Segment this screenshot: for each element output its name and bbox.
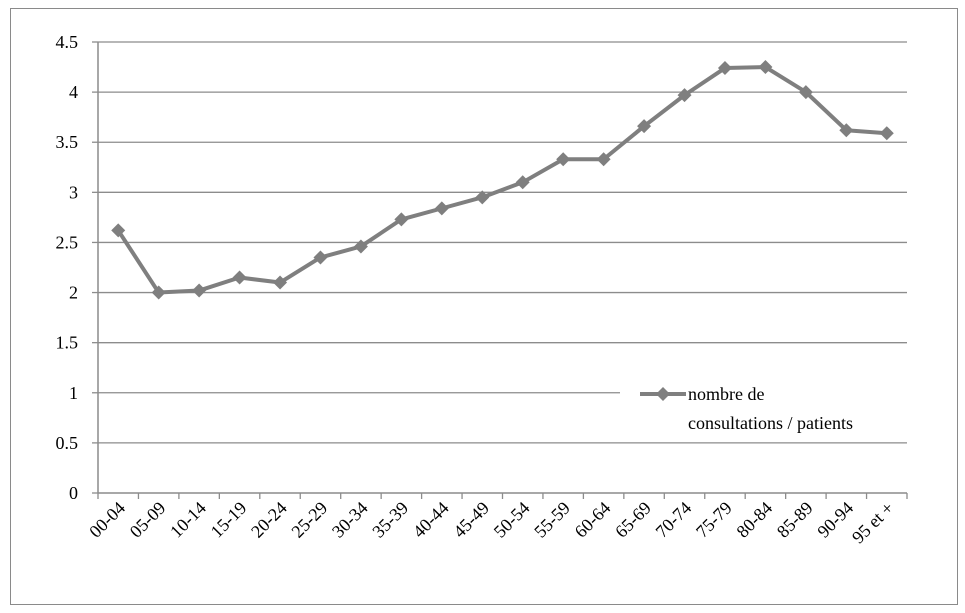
x-tick-label: 50-54	[490, 498, 534, 542]
data-point-marker	[192, 283, 207, 298]
y-tick-label: 1.5	[56, 333, 79, 353]
legend-label-line-2: consultations / patients	[688, 413, 853, 433]
legend-marker-icon	[656, 387, 670, 401]
data-point-marker	[879, 126, 894, 141]
y-tick-label: 0	[69, 483, 78, 503]
x-tick-label: 55-59	[530, 498, 574, 542]
x-tick-label: 20-24	[247, 498, 291, 542]
legend: nombre de consultations / patients	[620, 372, 910, 442]
x-tick-label: 35-39	[368, 498, 412, 542]
data-point-marker	[798, 85, 813, 100]
x-tick-label: 65-69	[611, 498, 655, 542]
gridlines	[98, 41, 907, 444]
data-point-marker	[313, 250, 328, 265]
x-tick-labels: 00-0405-0910-1415-1920-2425-2930-3435-39…	[85, 498, 897, 548]
x-tick-label: 80-84	[732, 498, 776, 542]
data-point-marker	[353, 239, 368, 254]
data-point-marker	[839, 123, 854, 138]
x-tick-label: 60-64	[571, 498, 615, 542]
x-tick-label: 15-19	[207, 498, 251, 542]
y-tick-label: 3	[69, 182, 78, 202]
x-tick-label: 30-34	[328, 498, 372, 542]
y-tick-label: 3.5	[56, 132, 79, 152]
legend-label-line-1: nombre de	[688, 384, 764, 404]
series-group	[111, 60, 894, 300]
chart-frame	[10, 8, 958, 605]
y-tick-label: 2.5	[56, 232, 79, 252]
y-tick-label: 1	[69, 383, 78, 403]
y-tick-label: 0.5	[56, 433, 79, 453]
series-line	[116, 65, 887, 295]
x-tick-label: 10-14	[166, 498, 210, 542]
data-point-marker	[677, 88, 692, 103]
y-tick-label: 2	[69, 283, 78, 303]
data-point-marker	[434, 201, 449, 216]
x-tick-label: 95 et +	[848, 498, 898, 548]
x-tick-label: 70-74	[652, 498, 696, 542]
y-tick-label: 4.5	[56, 32, 79, 52]
legend-background	[620, 372, 910, 442]
data-point-marker	[111, 223, 126, 238]
axes	[92, 41, 908, 499]
x-tick-label: 05-09	[126, 498, 170, 542]
y-tick-label: 4	[69, 82, 78, 102]
data-point-marker	[273, 275, 288, 290]
data-point-marker	[232, 270, 247, 285]
data-point-marker	[556, 152, 571, 167]
y-tick-labels: 0 0.5 1 1.5 2 2.5 3 3.5 4 4.5	[56, 32, 79, 503]
x-tick-label: 40-44	[409, 498, 453, 542]
x-tick-label: 85-89	[773, 498, 817, 542]
x-tick-label: 25-29	[287, 498, 331, 542]
data-point-marker	[637, 119, 652, 134]
data-point-marker	[515, 175, 530, 190]
data-point-marker	[596, 152, 611, 167]
x-tick-label: 00-04	[85, 498, 129, 542]
data-point-marker	[758, 60, 773, 75]
data-point-marker	[475, 190, 490, 205]
data-point-marker	[394, 212, 409, 227]
data-point-marker	[151, 285, 166, 300]
x-tick-label: 75-79	[692, 498, 736, 542]
data-point-marker	[717, 61, 732, 76]
x-tick-label: 45-49	[449, 498, 493, 542]
